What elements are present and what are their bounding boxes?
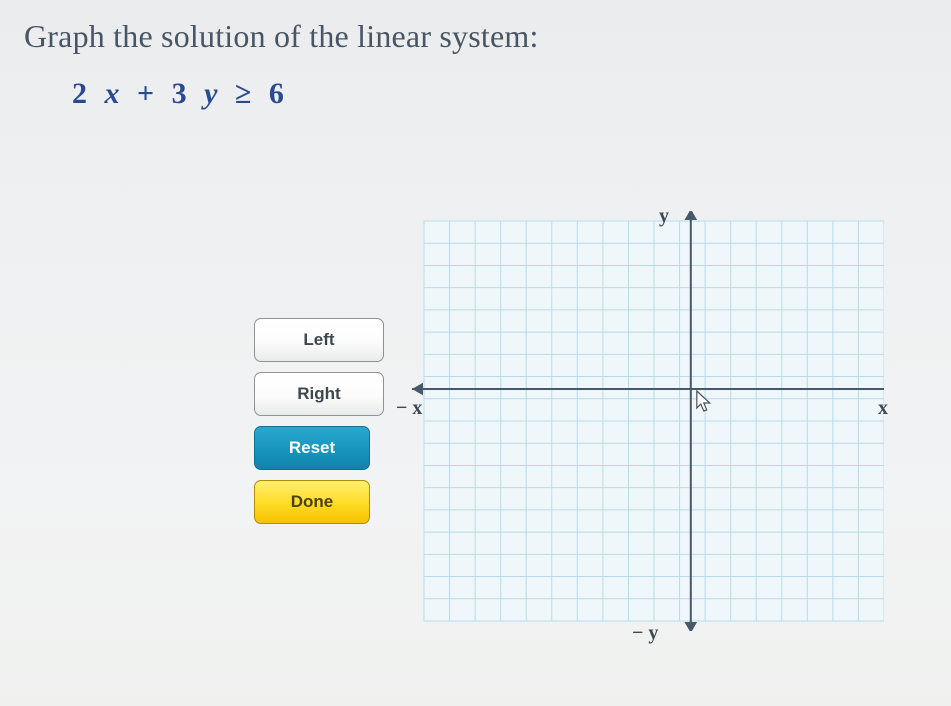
equation: 2 x + 3 y ≥ 6 — [72, 77, 951, 111]
var-y: y — [204, 77, 222, 110]
graph-container: y x − x − y — [404, 211, 884, 631]
coef-2: 3 — [172, 77, 192, 110]
done-button[interactable]: Done — [254, 480, 370, 524]
reset-button[interactable]: Reset — [254, 426, 370, 470]
var-x: x — [105, 77, 125, 110]
axis-label-neg-y: − y — [632, 622, 658, 645]
left-button[interactable]: Left — [254, 318, 384, 362]
rhs-value: 6 — [269, 77, 289, 110]
right-button[interactable]: Right — [254, 372, 384, 416]
coef-1: 2 — [72, 77, 92, 110]
graph-grid[interactable] — [404, 211, 884, 631]
prompt-text: Graph the solution of the linear system: — [24, 18, 951, 55]
axis-label-pos-y: y — [659, 205, 669, 228]
button-column: Left Right Reset Done — [254, 318, 384, 524]
axis-label-pos-x: x — [878, 397, 888, 420]
axis-label-neg-x: − x — [396, 397, 422, 420]
plus-sign: + — [137, 77, 159, 110]
inequality-op: ≥ — [235, 77, 256, 110]
work-area: Left Right Reset Done y x − x − y — [24, 211, 951, 631]
